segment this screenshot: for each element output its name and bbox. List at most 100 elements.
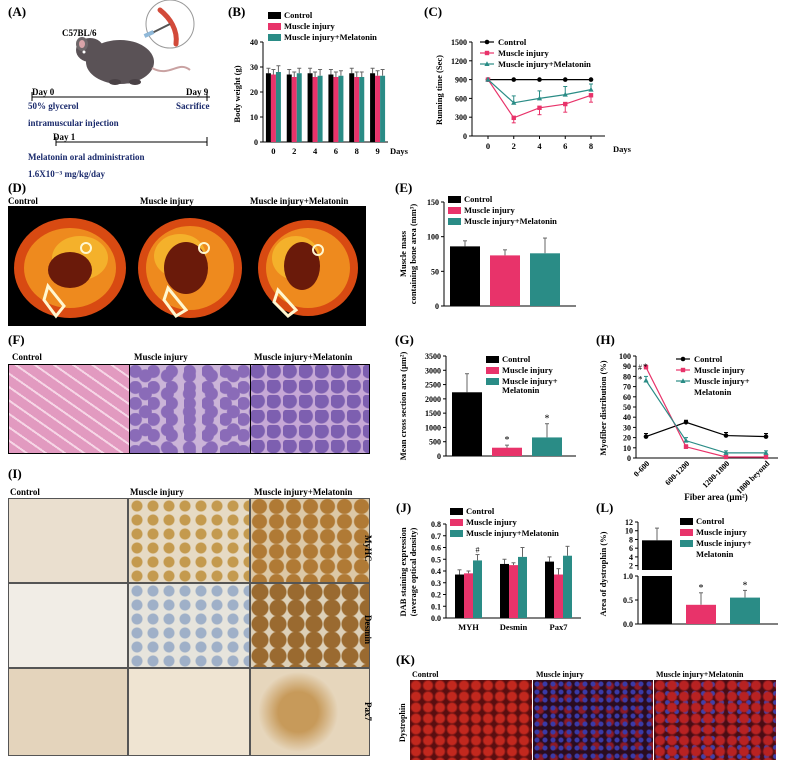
- c-y-tick-label: 0: [463, 132, 467, 141]
- chart-j-dab-expression: 0.0 0.1 0.2 0.3 0.4 0.5 0.6 0.7 0.8 DAB staining …: [398, 506, 581, 632]
- chart-c-running-time: 0 300 600 900 1200 1500 Running time (Sec) 0 2 4 6…: [434, 37, 632, 154]
- c-legend-label: Control: [498, 37, 527, 47]
- j-x-tick-label: Desmin: [500, 622, 528, 632]
- h-significance: *: [643, 362, 648, 372]
- l-y-tick-label: 12: [625, 518, 633, 527]
- j-y-tick-label: 0.6: [431, 544, 441, 553]
- b-y-tick-label: 0: [254, 138, 258, 147]
- h-point: [763, 434, 769, 439]
- h-significance: #: [638, 363, 642, 372]
- panel-j-label: (J): [396, 500, 412, 515]
- h-y-tick-label: 10: [623, 444, 631, 453]
- j-bar: [473, 560, 482, 618]
- panel-i-col1: Control: [10, 487, 40, 497]
- g-significance: *: [505, 435, 510, 446]
- c-x-tick-label: 6: [563, 141, 567, 151]
- c-point: [562, 91, 568, 97]
- l-y-label: Area of dystrophin (%): [598, 531, 608, 616]
- if-dystrophin-injury: [533, 680, 653, 760]
- c-legend-marker: [484, 50, 490, 56]
- e-y-tick-label: 50: [431, 267, 439, 276]
- l-legend-label: Melatonin: [696, 549, 734, 559]
- j-legend-swatch: [450, 519, 463, 526]
- panel-f-col1: Control: [12, 352, 42, 362]
- g-bar: [452, 392, 482, 456]
- h-point: [723, 450, 729, 455]
- ct-image-injury: [128, 206, 248, 326]
- l-y-tick-label: 4: [629, 553, 633, 562]
- mouse-illustration: [76, 0, 195, 85]
- c-y-tick-label: 1200: [451, 57, 467, 66]
- ihc-row-desmin: Desmin: [363, 615, 373, 644]
- j-bar: [500, 563, 509, 618]
- h-legend-label: Control: [694, 354, 723, 364]
- h-significance: *: [638, 374, 643, 384]
- l-legend-label: Muscle injury: [696, 527, 748, 537]
- c-point: [485, 76, 491, 82]
- he-image-melatonin: [250, 364, 370, 454]
- e-y-tick-label: 100: [427, 233, 439, 242]
- b-bar: [333, 77, 339, 142]
- j-y-tick-label: 0.1: [431, 602, 441, 611]
- b-y-tick-label: 30: [250, 63, 258, 72]
- h-legend-label: Melatonin: [694, 387, 732, 397]
- h-y-label: Myofiber distribution (%): [598, 360, 608, 455]
- c-point: [562, 77, 568, 82]
- l-y-tick-label: 0.5: [623, 596, 633, 605]
- ihc-row-myhc: MyHC: [363, 535, 373, 562]
- j-bar: [563, 555, 572, 618]
- b-x-label: Days: [390, 146, 409, 156]
- panel-f-col3: Muscle injury+Melatonin: [254, 352, 353, 362]
- h-point: [643, 434, 649, 439]
- b-y-tick-label: 20: [250, 88, 258, 97]
- panel-d-label: (D): [8, 180, 27, 195]
- e-bar: [450, 246, 480, 306]
- b-bar: [307, 73, 313, 142]
- h-legend-marker: [680, 367, 686, 373]
- l-bar: [730, 597, 760, 624]
- ihc-pax7-control: [8, 668, 128, 756]
- h-y-tick-label: 80: [623, 372, 631, 381]
- h-y-tick-label: 70: [623, 383, 631, 392]
- panel-c-label: (C): [424, 4, 443, 19]
- b-legend-label: Control: [284, 12, 313, 20]
- h-series-line: [645, 421, 767, 438]
- c-legend-marker: [484, 39, 490, 45]
- e-legend-label: Muscle injury+Melatonin: [464, 216, 557, 226]
- e-legend-swatch: [448, 207, 461, 214]
- h-point: [683, 420, 689, 425]
- ihc-myhc-control: [8, 498, 128, 583]
- panel-k-col2: Muscle injury: [536, 670, 584, 679]
- l-legend-swatch: [680, 540, 693, 547]
- g-legend-label: Melatonin: [502, 385, 540, 395]
- ct-image-melatonin: [248, 206, 366, 326]
- h-x-tick-label: 1800 beyond: [735, 459, 772, 496]
- l-bar: [686, 604, 716, 624]
- ihc-myhc-melatonin: [250, 498, 370, 583]
- h-y-tick-label: 90: [623, 362, 631, 371]
- g-y-tick-label: 1500: [425, 409, 441, 418]
- day9-label: Day 9: [186, 87, 209, 97]
- e-legend-label: Control: [464, 194, 493, 204]
- c-x-tick-label: 2: [512, 141, 516, 151]
- dose-label: 1.6X10⁻³ mg/kg/day: [28, 169, 105, 179]
- e-y-tick-label: 150: [427, 198, 439, 207]
- b-x-tick-label: 2: [292, 146, 296, 156]
- j-bar: [455, 574, 464, 618]
- c-point: [537, 105, 542, 110]
- j-bar: [554, 574, 563, 618]
- c-x-label: Days: [613, 144, 632, 154]
- glycerol-line2: intramuscular injection: [28, 118, 119, 128]
- g-legend-swatch: [486, 367, 499, 374]
- h-y-tick-label: 50: [623, 403, 631, 412]
- g-legend-label: Muscle injury: [502, 365, 554, 375]
- ihc-pax7-injury: [128, 668, 250, 756]
- b-bar: [349, 73, 355, 142]
- j-legend-swatch: [450, 530, 463, 537]
- j-y-tick-label: 0.2: [431, 591, 441, 600]
- c-x-tick-label: 8: [589, 141, 593, 151]
- day1-label: Day 1: [53, 132, 76, 142]
- glycerol-line1: 50% glycerol: [28, 101, 79, 111]
- g-y-tick-label: 2000: [425, 395, 441, 404]
